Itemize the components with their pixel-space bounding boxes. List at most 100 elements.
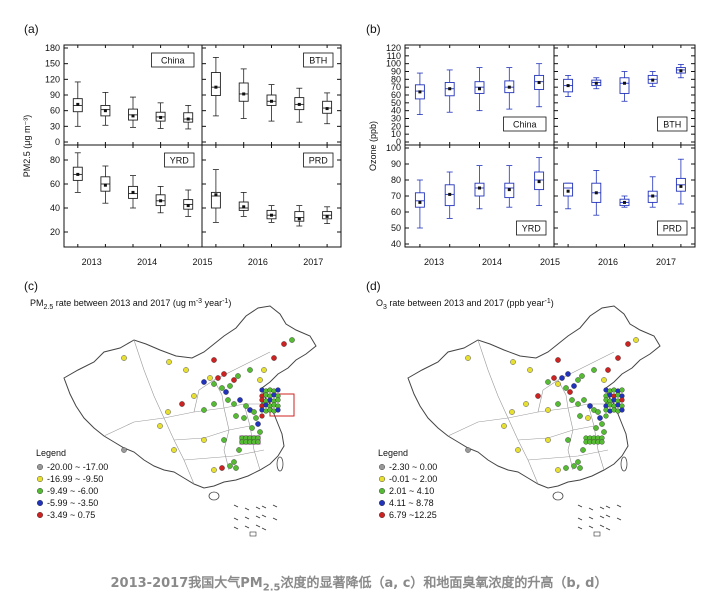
station-marker	[509, 409, 515, 415]
x-tick-label: 2015	[540, 257, 560, 267]
island-mark	[599, 524, 605, 528]
box-2014	[238, 68, 249, 119]
subplot-yrd: YRD	[72, 145, 195, 247]
figure-caption: 2013-2017我国大气PM2.5浓度的显著降低（a, c）和地面臭氧浓度的升…	[0, 572, 718, 594]
mean-marker	[76, 102, 80, 106]
panel-label: (a)	[24, 22, 39, 36]
y-tick-label: 40	[391, 106, 401, 116]
station-marker	[201, 379, 207, 385]
station-marker	[593, 425, 599, 431]
y-tick-label: 80	[391, 175, 401, 185]
box-iqr	[619, 77, 630, 94]
station-marker	[211, 357, 217, 363]
province-border	[527, 449, 609, 461]
island-mark	[261, 514, 267, 518]
mean-marker	[242, 205, 246, 209]
y-tick-label: 90	[391, 159, 401, 169]
legend-label: -20.00 ~ -17.00	[47, 462, 108, 472]
y-tick-label: 0	[396, 137, 401, 147]
station-marker	[179, 401, 185, 407]
box-iqr	[238, 82, 249, 102]
station-marker	[255, 439, 261, 445]
box-iqr	[294, 211, 305, 222]
box-2016	[504, 165, 515, 208]
legend-label: -9.49 ~ -6.00	[47, 486, 98, 496]
station-marker	[121, 355, 127, 361]
legend-label: 4.11 ~ 8.78	[389, 498, 434, 508]
map-title: PM2.5 rate between 2013 and 2017 (ug m-3…	[30, 298, 231, 311]
y-tick-label: 100	[386, 59, 401, 69]
legend-label: -2.30 ~ 0.00	[389, 462, 437, 472]
island-mark	[244, 525, 250, 529]
island-mark	[255, 524, 261, 528]
y-tick-label: 60	[391, 207, 401, 217]
region-label: YRD	[170, 156, 190, 166]
station-marker	[515, 447, 521, 453]
mean-marker	[623, 81, 626, 85]
station-marker	[565, 437, 571, 443]
station-marker	[236, 447, 242, 453]
taiwan-island	[620, 456, 628, 472]
province-border	[477, 339, 509, 419]
box-2016	[647, 71, 658, 87]
station-marker	[241, 415, 247, 421]
station-marker	[166, 359, 172, 365]
region-label: YRD	[522, 224, 542, 234]
region-label: China	[513, 120, 537, 130]
station-marker	[465, 355, 471, 361]
y-tick-label: 180	[45, 43, 60, 53]
y-tick-label: 120	[45, 74, 60, 84]
station-marker	[545, 437, 551, 443]
mean-marker	[448, 87, 452, 91]
station-marker	[275, 397, 281, 403]
province-border	[557, 379, 569, 409]
mean-marker	[594, 81, 598, 85]
station-marker	[559, 375, 565, 381]
station-marker	[247, 367, 253, 373]
map-legend: Legend -20.00 ~ -17.00 -16.99 ~ -9.50 -9.49…	[36, 448, 108, 520]
mean-marker	[297, 102, 301, 106]
legend-label: -16.99 ~ -9.50	[47, 474, 103, 484]
island-mark	[605, 514, 611, 518]
province-border	[163, 417, 195, 485]
mean-marker	[186, 204, 190, 208]
station-marker	[233, 413, 239, 419]
station-marker	[207, 375, 213, 381]
region-label: BTH	[663, 120, 681, 130]
caption-post: 浓度的显著降低（a, c）和地面臭氧浓度的升高（b, d）	[280, 576, 608, 591]
x-tick-label: 2013	[82, 257, 102, 267]
box-2014	[591, 169, 602, 216]
station-marker	[571, 463, 577, 469]
box-2017	[183, 105, 194, 130]
y-tick-label: 100	[386, 143, 401, 153]
station-marker	[601, 377, 607, 383]
station-marker	[580, 447, 586, 453]
station-marker	[563, 465, 569, 471]
panel-label: (d)	[366, 279, 381, 293]
mean-marker	[325, 107, 329, 111]
mean-marker	[270, 213, 273, 217]
y-axis-label: PM2.5 (μg m⁻³)	[22, 115, 32, 177]
station-marker	[599, 439, 605, 445]
box-2016	[504, 67, 515, 110]
box-iqr	[563, 182, 574, 197]
island-mark	[249, 531, 257, 537]
map-title: O3 rate between 2013 and 2017 (ppb year-…	[376, 298, 554, 311]
island-mark	[244, 516, 250, 520]
island-mark	[616, 517, 622, 521]
island-mark	[261, 505, 267, 509]
box-iqr	[474, 182, 485, 197]
x-tick-label: 2013	[424, 257, 444, 267]
y-tick-label: 80	[391, 74, 401, 84]
station-marker	[215, 375, 221, 381]
y-tick-label: 120	[386, 43, 401, 53]
legend-swatch	[37, 512, 44, 519]
station-marker	[577, 413, 583, 419]
x-tick-label: 2017	[656, 257, 676, 267]
station-marker	[231, 459, 237, 465]
station-marker	[165, 409, 171, 415]
station-marker	[571, 383, 577, 389]
island-mark	[233, 517, 239, 521]
subplot-china: China	[72, 45, 195, 145]
box-2016	[155, 185, 166, 214]
